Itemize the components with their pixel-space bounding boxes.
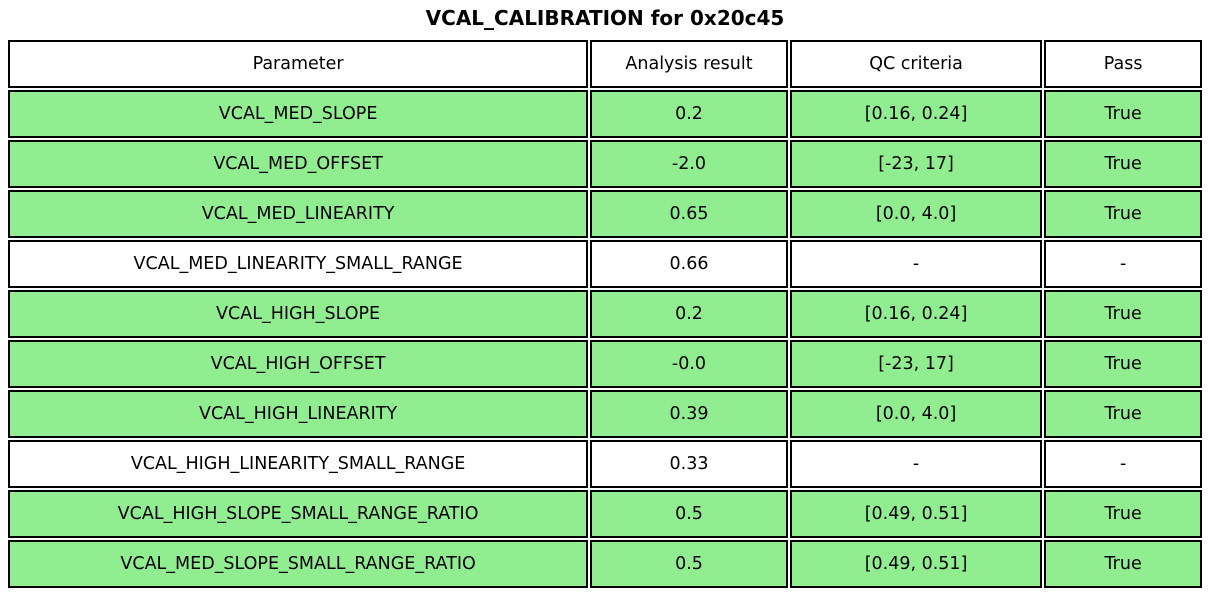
table-header: Parameter Analysis result QC criteria Pass xyxy=(8,40,1202,88)
cell-pass: - xyxy=(1044,240,1202,288)
table-row: VCAL_HIGH_SLOPE 0.2 [0.16, 0.24] True xyxy=(8,290,1202,338)
cell-parameter: VCAL_HIGH_SLOPE_SMALL_RANGE_RATIO xyxy=(8,490,589,538)
cell-pass: True xyxy=(1044,290,1202,338)
cell-parameter: VCAL_HIGH_LINEARITY_SMALL_RANGE xyxy=(8,440,589,488)
table-row: VCAL_MED_OFFSET -2.0 [-23, 17] True xyxy=(8,140,1202,188)
table-header-row: Parameter Analysis result QC criteria Pass xyxy=(8,40,1202,88)
cell-pass: True xyxy=(1044,540,1202,588)
cell-parameter: VCAL_MED_SLOPE xyxy=(8,90,589,138)
figure-title: VCAL_CALIBRATION for 0x20c45 xyxy=(425,6,785,30)
cell-pass: - xyxy=(1044,440,1202,488)
cell-pass: True xyxy=(1044,490,1202,538)
table-row: VCAL_MED_SLOPE 0.2 [0.16, 0.24] True xyxy=(8,90,1202,138)
cell-parameter: VCAL_HIGH_LINEARITY xyxy=(8,390,589,438)
cell-qc-criteria: [0.16, 0.24] xyxy=(789,290,1043,338)
cell-analysis-result: 0.2 xyxy=(590,90,788,138)
cell-parameter: VCAL_HIGH_OFFSET xyxy=(8,340,589,388)
cell-analysis-result: 0.65 xyxy=(590,190,788,238)
cell-qc-criteria: [0.0, 4.0] xyxy=(789,190,1043,238)
cell-qc-criteria: [0.49, 0.51] xyxy=(789,540,1043,588)
table-body: VCAL_MED_SLOPE 0.2 [0.16, 0.24] True VCAL_ME… xyxy=(8,90,1202,588)
qc-table: Parameter Analysis result QC criteria Pass … xyxy=(6,38,1204,590)
cell-pass: True xyxy=(1044,90,1202,138)
table-row: VCAL_MED_LINEARITY_SMALL_RANGE 0.66- - xyxy=(8,240,1202,288)
table-row: VCAL_MED_SLOPE_SMALL_RANGE_RATIO 0.5 [0.49… xyxy=(8,540,1202,588)
cell-parameter: VCAL_MED_SLOPE_SMALL_RANGE_RATIO xyxy=(8,540,589,588)
column-header-pass: Pass xyxy=(1044,40,1202,88)
cell-qc-criteria: [-23, 17] xyxy=(789,340,1043,388)
cell-analysis-result: 0.5 xyxy=(590,490,788,538)
cell-parameter: VCAL_MED_LINEARITY xyxy=(8,190,589,238)
cell-analysis-result: -0.0 xyxy=(590,340,788,388)
cell-qc-criteria: - xyxy=(789,440,1043,488)
cell-pass: True xyxy=(1044,340,1202,388)
cell-qc-criteria: - xyxy=(789,240,1043,288)
cell-pass: True xyxy=(1044,140,1202,188)
cell-qc-criteria: [0.16, 0.24] xyxy=(789,90,1043,138)
column-header-qc-criteria: QC criteria xyxy=(789,40,1043,88)
cell-analysis-result: 0.33 xyxy=(590,440,788,488)
cell-qc-criteria: [0.49, 0.51] xyxy=(789,490,1043,538)
cell-pass: True xyxy=(1044,190,1202,238)
table-row: VCAL_HIGH_SLOPE_SMALL_RANGE_RATIO 0.5 [0.4… xyxy=(8,490,1202,538)
cell-analysis-result: 0.5 xyxy=(590,540,788,588)
cell-parameter: VCAL_HIGH_SLOPE xyxy=(8,290,589,338)
table-row: VCAL_HIGH_OFFSET -0.0 [-23, 17] True xyxy=(8,340,1202,388)
table-row: VCAL_HIGH_LINEARITY 0.39 [0.0, 4.0] True xyxy=(8,390,1202,438)
table-row: VCAL_HIGH_LINEARITY_SMALL_RANGE 0.33- - xyxy=(8,440,1202,488)
cell-pass: True xyxy=(1044,390,1202,438)
column-header-parameter: Parameter xyxy=(8,40,589,88)
cell-parameter: VCAL_MED_LINEARITY_SMALL_RANGE xyxy=(8,240,589,288)
column-header-analysis-result: Analysis result xyxy=(590,40,788,88)
cell-parameter: VCAL_MED_OFFSET xyxy=(8,140,589,188)
cell-analysis-result: 0.39 xyxy=(590,390,788,438)
table-row: VCAL_MED_LINEARITY 0.65 [0.0, 4.0] True xyxy=(8,190,1202,238)
cell-qc-criteria: [0.0, 4.0] xyxy=(789,390,1043,438)
cell-analysis-result: 0.66 xyxy=(590,240,788,288)
cell-analysis-result: 0.2 xyxy=(590,290,788,338)
cell-analysis-result: -2.0 xyxy=(590,140,788,188)
cell-qc-criteria: [-23, 17] xyxy=(789,140,1043,188)
